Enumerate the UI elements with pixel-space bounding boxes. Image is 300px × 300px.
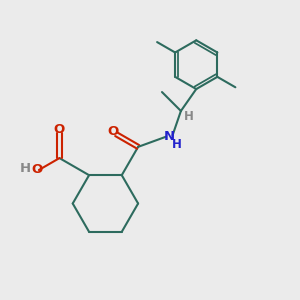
Text: O: O [107,125,118,138]
Text: N: N [164,130,175,143]
Text: H: H [183,110,193,123]
Text: H: H [20,162,31,175]
Text: H: H [172,138,182,151]
Text: O: O [54,123,65,136]
Text: O: O [32,164,43,176]
